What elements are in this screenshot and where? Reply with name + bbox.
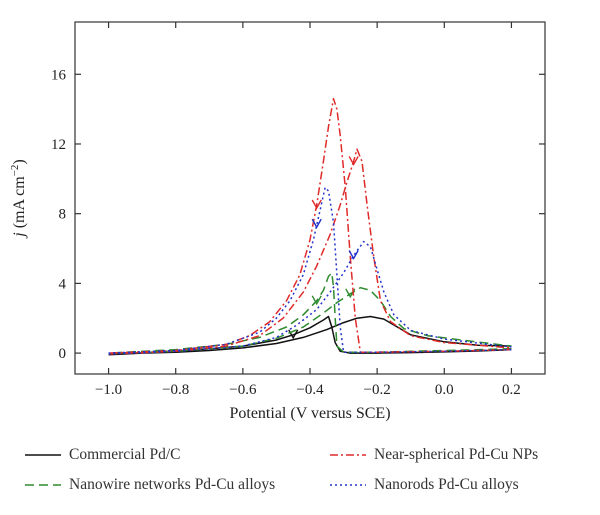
y-axis-title-close: ) (11, 159, 28, 164)
series-1-reverse-line (108, 272, 512, 354)
legend-label: Commercial Pd/C (69, 446, 181, 463)
series-2-direction-arrow (348, 156, 359, 166)
series-1-forward-line (108, 286, 512, 355)
series-3-direction-arrow (348, 250, 359, 260)
series-3-direction-arrow (311, 218, 322, 229)
legend-swatch (25, 454, 61, 456)
legend-item-nanorods: Nanorods Pd-Cu alloys (330, 476, 519, 494)
series-3-reverse-line (108, 186, 512, 354)
x-tick-label: −1.0 (95, 382, 122, 398)
y-tick-label: 8 (59, 207, 67, 223)
series-2-reverse-line (108, 97, 512, 354)
series-1-direction-arrow (311, 295, 322, 306)
x-tick-label: 0.0 (435, 382, 454, 398)
x-tick-label: −0.4 (296, 382, 324, 398)
legend-item-commercial: Commercial Pd/C (25, 446, 181, 464)
legend-swatch (330, 484, 366, 486)
x-tick-label: 0.2 (502, 382, 521, 398)
y-tick-label: 16 (51, 67, 67, 83)
legend-swatch (25, 484, 61, 486)
legend-label: Near-spherical Pd-Cu NPs (374, 446, 539, 463)
plot-frame (74, 21, 546, 375)
legend-label: Nanorods Pd-Cu alloys (374, 476, 519, 493)
x-tick-label: −0.6 (229, 382, 257, 398)
series-0-forward-line (108, 315, 512, 356)
y-axis-title-exponent: −2 (9, 165, 21, 177)
legend-label: Nanowire networks Pd-Cu alloys (69, 476, 276, 493)
y-axis-title: j (mA cm−2) (9, 159, 28, 239)
series-3-forward-line (108, 240, 512, 355)
x-axis-title: Potential (V versus SCE) (229, 405, 390, 422)
y-tick-label: 12 (51, 137, 66, 153)
series-2-direction-arrow (311, 199, 322, 210)
legend: Commercial Pd/C Nanowire networks Pd-Cu … (25, 446, 595, 506)
series-lines (108, 97, 512, 356)
y-tick-label: 0 (59, 346, 67, 362)
y-axis-title-unit: (mA cm (11, 176, 28, 233)
x-tick-label: −0.8 (162, 382, 189, 398)
legend-item-nanowire: Nanowire networks Pd-Cu alloys (25, 476, 275, 494)
x-tick-label: −0.2 (364, 382, 391, 398)
legend-swatch (330, 454, 366, 456)
y-axis-title-symbol: j (11, 232, 28, 239)
y-tick-label: 4 (59, 276, 67, 292)
legend-item-near-spherical: Near-spherical Pd-Cu NPs (330, 446, 538, 464)
axis-ticks: −1.0 −0.8 −0.6 −0.4 −0.2 0.0 0.2 0 4 8 12 16 (51, 22, 545, 398)
chart: −1.0 −0.8 −0.6 −0.4 −0.2 0.0 0.2 0 4 8 12 16 Potent… (9, 21, 546, 422)
